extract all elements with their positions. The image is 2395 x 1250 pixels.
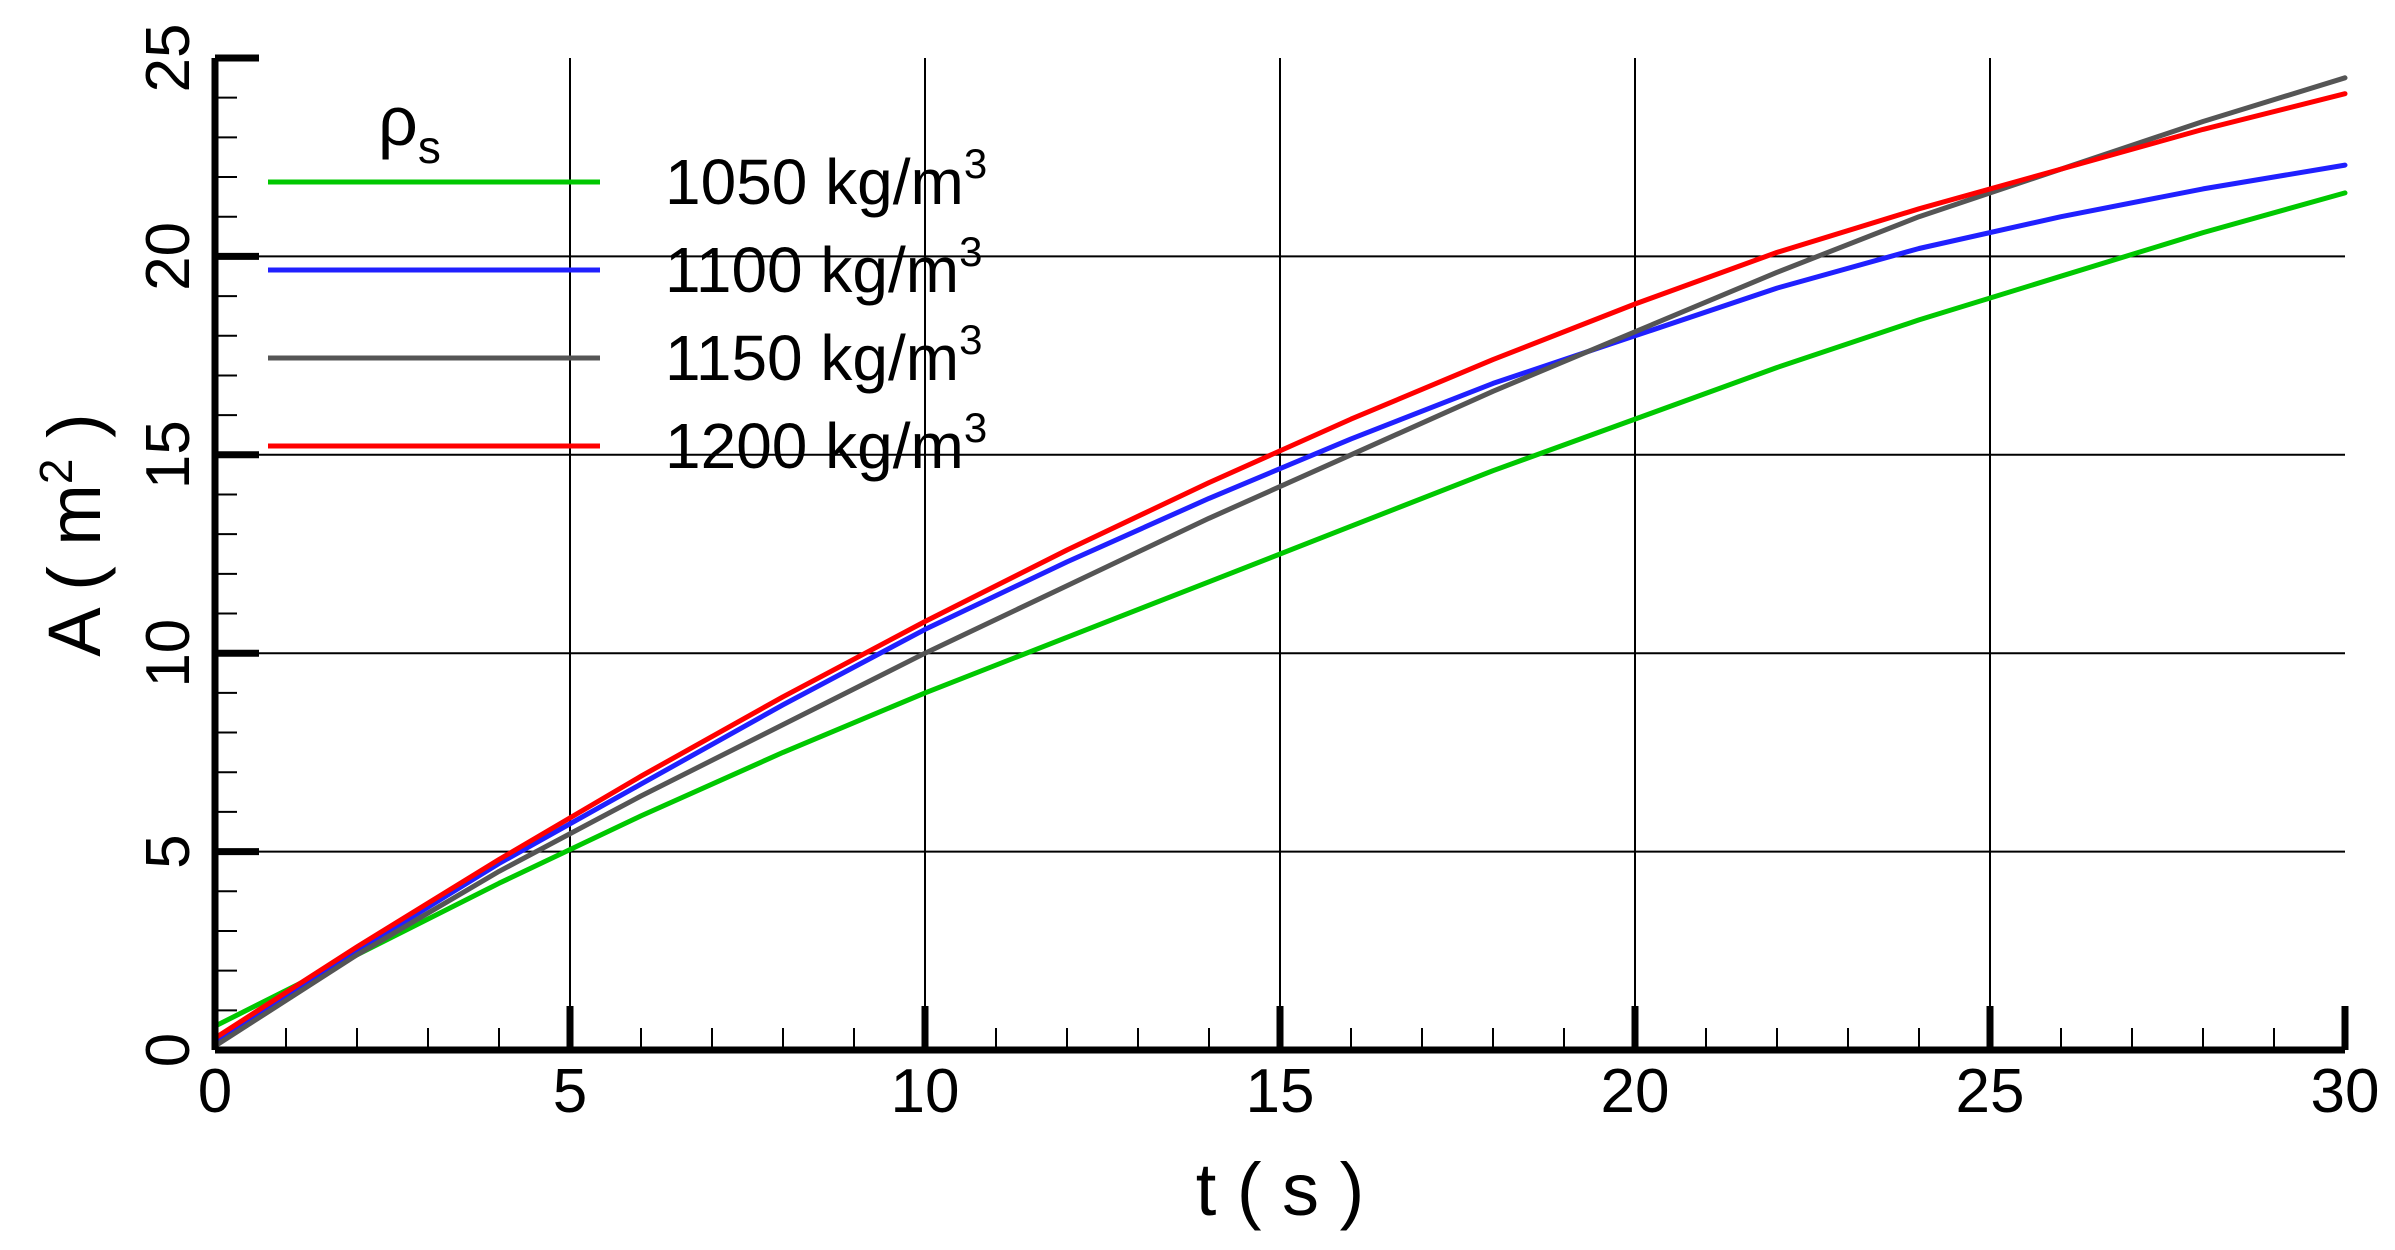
legend-label-superscript: 3	[959, 316, 982, 363]
y-tick-label: 20	[134, 222, 203, 291]
legend-label-2: 1100 kg/m3	[665, 228, 982, 306]
legend-label-base: 1050 kg/m	[665, 146, 964, 218]
tick-label-layer: 0 5 10 15 20 25 30 0 5 10 15 20 25	[134, 24, 2379, 1126]
y-axis-title-superscript: 2	[30, 458, 82, 484]
axes-layer	[211, 54, 2349, 1054]
y-tick-label: 10	[134, 619, 203, 688]
legend-label-base: 1150 kg/m	[665, 322, 959, 394]
legend-label-3: 1150 kg/m3	[665, 316, 982, 394]
x-tick-label: 5	[553, 1057, 587, 1126]
y-axis-title: A ( m2 )	[30, 413, 116, 656]
y-tick-label: 25	[134, 24, 203, 93]
x-tick-label: 15	[1246, 1057, 1315, 1126]
series-line-2	[212, 162, 2348, 1045]
legend-label-1: 1050 kg/m3	[665, 140, 987, 218]
x-tick-label: 10	[891, 1057, 960, 1126]
legend-title: ρs	[378, 82, 441, 173]
legend-label-4: 1200 kg/m3	[665, 404, 987, 482]
legend-label-superscript: 3	[964, 140, 987, 187]
y-tick-label: 15	[134, 420, 203, 489]
x-tick-label: 30	[2311, 1057, 2380, 1126]
legend-title-subscript: s	[418, 121, 441, 173]
y-axis-title-base: A ( m	[33, 484, 116, 657]
series-line-4	[212, 91, 2348, 1041]
series-line-3	[212, 75, 2348, 1049]
legend-label-base: 1100 kg/m	[665, 234, 959, 306]
y-axis-title-close: )	[33, 413, 116, 458]
y-tick-label: 5	[134, 834, 203, 868]
legend-label-base: 1200 kg/m	[665, 410, 964, 482]
x-tick-label: 25	[1956, 1057, 2025, 1126]
y-tick-label: 0	[134, 1033, 203, 1067]
legend-label-superscript: 3	[964, 404, 987, 451]
series-layer	[212, 75, 2348, 1049]
x-tick-label: 20	[1601, 1057, 1670, 1126]
legend-title-base: ρ	[378, 82, 418, 160]
x-tick-label: 0	[198, 1057, 232, 1126]
x-axis-title: t ( s )	[1196, 1148, 1365, 1231]
series-line-1	[212, 190, 2348, 1029]
legend-label-superscript: 3	[959, 228, 982, 275]
